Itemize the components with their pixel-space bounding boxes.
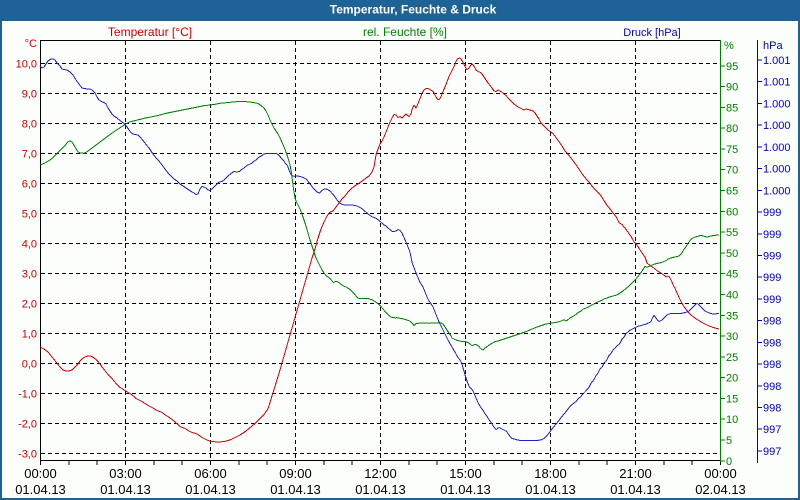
- svg-text:55: 55: [726, 227, 738, 239]
- svg-text:1.000: 1.000: [763, 164, 791, 176]
- svg-text:1.001: 1.001: [763, 77, 791, 89]
- svg-text:50: 50: [726, 248, 738, 260]
- svg-text:999: 999: [763, 207, 781, 219]
- svg-text:35: 35: [726, 310, 738, 322]
- svg-text:999: 999: [763, 229, 781, 241]
- svg-text:1.001: 1.001: [763, 55, 791, 67]
- svg-text:45: 45: [726, 269, 738, 281]
- svg-text:1.000: 1.000: [763, 185, 791, 197]
- svg-text:01.04.13: 01.04.13: [610, 482, 661, 497]
- svg-text:20: 20: [726, 373, 738, 385]
- svg-text:999: 999: [763, 251, 781, 263]
- svg-text:998: 998: [763, 337, 781, 349]
- svg-text:60: 60: [726, 206, 738, 218]
- svg-text:999: 999: [763, 294, 781, 306]
- svg-text:2,0: 2,0: [22, 299, 37, 311]
- svg-text:%: %: [724, 40, 734, 52]
- svg-text:998: 998: [763, 316, 781, 328]
- svg-text:01.04.13: 01.04.13: [100, 482, 151, 497]
- svg-text:80: 80: [726, 123, 738, 135]
- svg-text:1.000: 1.000: [763, 142, 791, 154]
- svg-text:10: 10: [726, 414, 738, 426]
- svg-text:65: 65: [726, 186, 738, 198]
- svg-text:15:00: 15:00: [449, 466, 482, 481]
- svg-text:Temperatur [°C]: Temperatur [°C]: [108, 25, 192, 39]
- svg-text:09:00: 09:00: [279, 466, 312, 481]
- svg-text:-3,0: -3,0: [18, 449, 37, 461]
- svg-text:01.04.13: 01.04.13: [355, 482, 406, 497]
- svg-text:85: 85: [726, 102, 738, 114]
- svg-text:997: 997: [763, 424, 781, 436]
- svg-text:-2,0: -2,0: [18, 419, 37, 431]
- svg-text:0,0: 0,0: [22, 359, 37, 371]
- svg-text:00:00: 00:00: [24, 466, 57, 481]
- svg-text:1,0: 1,0: [22, 329, 37, 341]
- svg-text:999: 999: [763, 272, 781, 284]
- svg-text:1.000: 1.000: [763, 98, 791, 110]
- svg-text:06:00: 06:00: [194, 466, 227, 481]
- svg-text:95: 95: [726, 61, 738, 73]
- svg-text:00:00: 00:00: [704, 466, 737, 481]
- svg-text:18:00: 18:00: [534, 466, 567, 481]
- svg-text:998: 998: [763, 381, 781, 393]
- svg-text:5,0: 5,0: [22, 209, 37, 221]
- svg-text:01.04.13: 01.04.13: [15, 482, 66, 497]
- svg-text:8,0: 8,0: [22, 119, 37, 131]
- svg-text:40: 40: [726, 290, 738, 302]
- svg-text:4,0: 4,0: [22, 239, 37, 251]
- svg-text:0: 0: [726, 456, 732, 468]
- svg-text:15: 15: [726, 393, 738, 405]
- svg-text:70: 70: [726, 165, 738, 177]
- svg-text:Druck [hPa]: Druck [hPa]: [623, 27, 680, 39]
- svg-text:-1,0: -1,0: [18, 389, 37, 401]
- svg-text:3,0: 3,0: [22, 269, 37, 281]
- svg-text:1.000: 1.000: [763, 120, 791, 132]
- svg-text:25: 25: [726, 352, 738, 364]
- svg-text:21:00: 21:00: [619, 466, 652, 481]
- svg-text:hPa: hPa: [763, 40, 783, 52]
- svg-text:01.04.13: 01.04.13: [440, 482, 491, 497]
- svg-text:12:00: 12:00: [364, 466, 397, 481]
- svg-text:7,0: 7,0: [22, 149, 37, 161]
- svg-text:01.04.13: 01.04.13: [525, 482, 576, 497]
- svg-text:6,0: 6,0: [22, 179, 37, 191]
- svg-text:90: 90: [726, 82, 738, 94]
- svg-text:998: 998: [763, 403, 781, 415]
- svg-text:75: 75: [726, 144, 738, 156]
- svg-text:rel. Feuchte [%]: rel. Feuchte [%]: [363, 25, 447, 39]
- svg-text:998: 998: [763, 359, 781, 371]
- svg-text:997: 997: [763, 446, 781, 458]
- svg-text:02.04.13: 02.04.13: [695, 482, 746, 497]
- svg-text:9,0: 9,0: [22, 89, 37, 101]
- svg-text:03:00: 03:00: [109, 466, 142, 481]
- svg-text:01.04.13: 01.04.13: [270, 482, 321, 497]
- svg-text:30: 30: [726, 331, 738, 343]
- svg-text:10,0: 10,0: [16, 59, 37, 71]
- svg-text:01.04.13: 01.04.13: [185, 482, 236, 497]
- svg-text:5: 5: [726, 435, 732, 447]
- svg-text:°C: °C: [25, 38, 37, 50]
- svg-text:Temperatur, Feuchte & Druck: Temperatur, Feuchte & Druck: [330, 3, 497, 17]
